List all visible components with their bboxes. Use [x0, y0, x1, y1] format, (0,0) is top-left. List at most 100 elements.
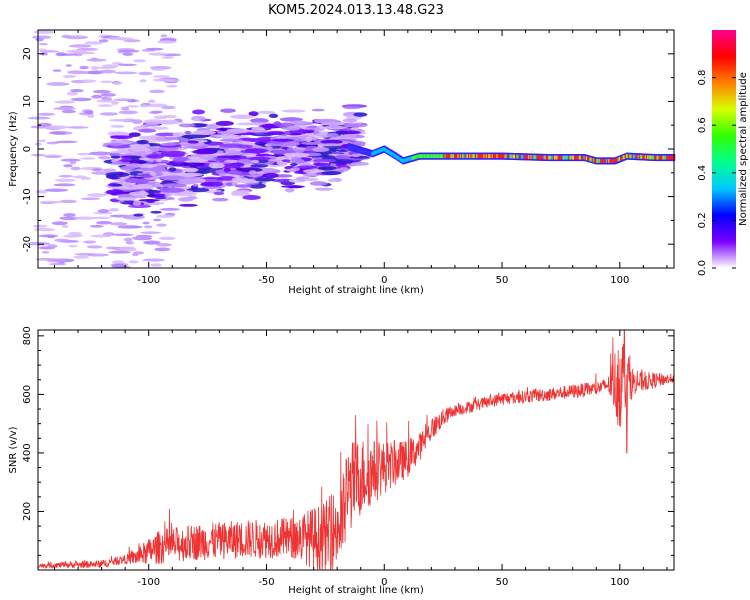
carrier-core — [638, 154, 642, 159]
snr-x-tick-label: -100 — [137, 577, 160, 588]
spectrogram-blob — [216, 155, 242, 159]
spectrogram-blob — [133, 213, 144, 217]
carrier-core — [536, 155, 539, 160]
carrier-core — [610, 158, 613, 163]
carrier-core — [463, 154, 466, 159]
carrier-core — [643, 155, 646, 160]
spectrogram-blob — [219, 143, 245, 148]
carrier-core — [644, 155, 647, 160]
carrier-core — [640, 154, 643, 159]
spectrogram-speckle — [38, 234, 59, 238]
spectrogram-blob — [331, 159, 354, 164]
carrier-core — [403, 158, 406, 163]
carrier-core — [364, 149, 367, 154]
carrier-core — [501, 154, 504, 159]
spectrogram-blob — [302, 173, 319, 177]
carrier-core — [496, 154, 499, 159]
carrier-core — [635, 154, 638, 159]
carrier-core — [608, 158, 611, 163]
carrier-core — [564, 155, 567, 160]
carrier-core — [488, 154, 491, 159]
spectrogram-speckle — [80, 79, 97, 83]
spectrogram-speckle — [157, 40, 177, 44]
spectrogram-speckle — [91, 94, 103, 99]
carrier-core — [478, 154, 481, 159]
colorbar-tick-label: 0.2 — [697, 212, 708, 228]
carrier-core — [504, 154, 507, 159]
spectrogram-blob — [313, 118, 340, 124]
carrier-core — [462, 154, 465, 159]
carrier-core — [597, 158, 600, 163]
spectrogram-speckle — [47, 244, 58, 249]
carrier-core — [384, 147, 387, 152]
spectrogram-blob — [181, 134, 207, 139]
carrier-core — [525, 154, 528, 159]
spectrogram-speckle — [46, 258, 67, 263]
carrier-core — [589, 157, 592, 162]
spectrogram-blob — [163, 136, 185, 141]
spectrogram-blob — [256, 167, 277, 173]
spectrogram-speckle — [70, 166, 81, 171]
carrier-core — [577, 155, 580, 160]
spectrogram-blob — [303, 178, 318, 181]
spectrogram-blob — [155, 146, 179, 152]
carrier-core — [656, 155, 659, 160]
colorbar-gradient — [712, 30, 736, 268]
carrier-core — [556, 155, 559, 160]
carrier-core — [370, 151, 373, 156]
colorbar-label: Normalized spectral amplitude — [738, 72, 749, 226]
spectrogram-blob — [121, 165, 136, 171]
spectrogram-blob — [205, 124, 218, 130]
carrier-core — [371, 151, 374, 156]
spectrogram-speckle — [139, 79, 147, 83]
spectrogram-speckle — [140, 104, 148, 108]
spectrogram-blob — [195, 153, 205, 158]
spectrogram-speckle — [63, 164, 73, 168]
snr-y-axis-label: SNR (v/v) — [8, 426, 19, 473]
carrier-core — [479, 154, 483, 159]
spectrogram-speckle — [38, 139, 47, 142]
carrier-core — [550, 155, 553, 160]
spectrogram-blob — [120, 157, 131, 163]
spectrogram-blob — [257, 110, 276, 114]
spectrogram-blob — [132, 119, 143, 125]
carrier-core — [603, 158, 606, 163]
spectrogram-blob — [173, 156, 190, 162]
spectrogram-blob — [108, 142, 124, 147]
carrier-core — [511, 154, 514, 159]
carrier-core — [455, 154, 458, 159]
spectrogram-speckle — [61, 224, 69, 229]
spectrogram-speckle — [89, 224, 104, 228]
carrier-core — [477, 154, 480, 159]
carrier-core — [424, 154, 427, 159]
carrier-core — [617, 157, 620, 162]
spectrogram-speckle — [73, 255, 90, 259]
spectrogram-blob — [208, 162, 225, 169]
carrier-core — [448, 154, 451, 159]
spectrogram-blob — [138, 128, 157, 133]
spectrogram-blob — [330, 162, 337, 168]
carrier-core — [641, 154, 644, 159]
spectrogram-blob — [305, 136, 313, 141]
spectrogram-blob — [330, 126, 344, 129]
carrier-core — [632, 154, 636, 159]
spectrogram-speckle — [63, 213, 76, 217]
carrier-core — [429, 154, 432, 159]
carrier-core — [624, 154, 627, 159]
carrier-core — [409, 156, 412, 161]
spectrogram-blob — [134, 178, 149, 185]
spectrogram-blob — [276, 161, 288, 166]
spectrogram-blob — [158, 176, 181, 179]
spectrogram-blob — [134, 168, 159, 171]
carrier-core — [347, 144, 351, 149]
spectrogram-speckle — [96, 99, 116, 103]
carrier-core — [437, 154, 440, 159]
carrier-core — [435, 154, 438, 159]
spectrogram-speckle — [49, 131, 67, 135]
spectrogram-x-tick-label: 0 — [381, 275, 387, 286]
spectrogram-speckle — [112, 260, 125, 264]
carrier-core — [529, 154, 532, 159]
spectrogram-blob — [180, 168, 199, 172]
carrier-core — [555, 155, 558, 160]
spectrogram-speckle — [59, 199, 78, 204]
